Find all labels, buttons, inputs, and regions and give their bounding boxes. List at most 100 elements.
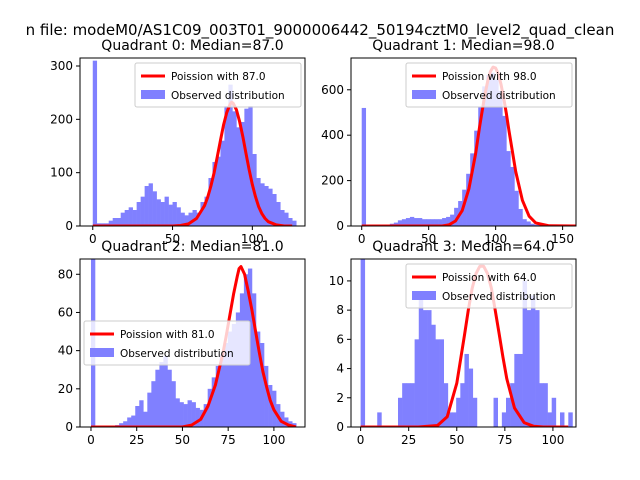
hist-bar — [426, 219, 431, 226]
hist-bar — [179, 402, 184, 427]
hist-bar — [240, 122, 245, 226]
hist-bar — [116, 218, 121, 226]
hist-bar — [204, 196, 209, 226]
hist-bar — [132, 210, 137, 226]
figure-title: n file: modeM0/AS1C09_003T01_9000006442_… — [26, 21, 615, 40]
hist-bar — [272, 194, 277, 226]
quadrant-0-chart: 0 50 100 0 100 200 300 Quadrant 0: Median=87.0 P… — [50, 38, 306, 246]
poisson-curve — [91, 265, 297, 427]
y-tick-label: 4 — [336, 362, 344, 376]
y-tick-label: 200 — [321, 174, 344, 188]
hist-bar — [456, 397, 461, 427]
axes-frame — [350, 57, 577, 227]
hist-bar — [401, 219, 407, 226]
y-tick-label: 8 — [336, 303, 344, 317]
hist-bar — [526, 310, 532, 427]
hist-bar — [551, 397, 557, 427]
hist-bar — [447, 412, 453, 427]
hist-bar — [474, 130, 479, 226]
hist-bar — [452, 412, 457, 427]
hist-bar — [393, 222, 399, 226]
hist-bar — [159, 362, 164, 427]
hist-bar — [454, 207, 459, 226]
hist-bar — [522, 219, 527, 226]
y-tick-label: 80 — [58, 267, 73, 281]
hist-bar — [377, 412, 382, 427]
hist-bar — [413, 218, 419, 226]
legend: Poission with 87.0 Observed distribution — [134, 62, 302, 108]
hist-bar — [530, 295, 536, 427]
x-tick-label: 0 — [358, 232, 366, 246]
subplot-title: Quadrant 0: Median=87.0 — [101, 38, 283, 54]
hist-bar — [124, 210, 129, 226]
hist-bar — [212, 162, 217, 226]
hist-bar — [422, 310, 428, 427]
hist-bar — [478, 106, 483, 226]
hist-bar — [493, 397, 498, 427]
legend-hist-label: Observed distribution — [120, 348, 234, 360]
hist-bar — [155, 369, 160, 427]
hist-bar — [187, 400, 192, 427]
hist-bar — [446, 216, 451, 226]
x-tick-label: 75 — [221, 433, 236, 447]
hist-bar — [360, 259, 366, 427]
quadrant-2-chart: 0 25 50 75 100 0 20 40 60 80 Quadrant 2: Median=81… — [58, 239, 306, 447]
hist-bar — [168, 204, 173, 226]
hist-bar — [418, 295, 424, 427]
hist-bar — [147, 392, 152, 427]
hist-bar — [235, 312, 241, 427]
hist-bar — [195, 407, 200, 427]
hist-bar — [255, 331, 261, 427]
hist-bar — [494, 79, 499, 226]
hist-bar — [405, 218, 411, 226]
hist-bar — [160, 202, 165, 226]
hist-bar — [131, 415, 136, 427]
hist-bar — [144, 186, 149, 226]
legend-hist-swatch — [141, 90, 165, 99]
x-tick-label: 100 — [484, 232, 507, 246]
legend-hist-swatch — [412, 90, 436, 99]
hist-bar — [417, 218, 423, 226]
hist-bar — [568, 412, 573, 427]
hist-bar — [139, 400, 144, 427]
hist-bar — [196, 212, 201, 226]
hist-bar — [490, 72, 495, 226]
hist-bar — [482, 86, 487, 226]
y-tick-label: 100 — [50, 166, 73, 180]
hist-bar — [276, 202, 281, 226]
y-tick-label: 300 — [50, 59, 73, 73]
x-tick-label: 75 — [497, 433, 512, 447]
subplot-title: Quadrant 1: Median=98.0 — [372, 38, 554, 54]
legend-hist-label: Observed distribution — [442, 90, 556, 102]
hist-bar — [560, 412, 565, 427]
legend: Poission with 98.0 Observed distribution — [405, 62, 573, 108]
x-tick-label: 50 — [449, 433, 464, 447]
legend: Poission with 64.0 Observed distribution — [405, 263, 573, 309]
hist-bar — [518, 353, 523, 427]
hist-bar — [410, 383, 415, 427]
legend-curve-label: Poission with 81.0 — [120, 329, 215, 341]
hist-bar — [151, 381, 156, 427]
hist-bar — [514, 353, 519, 427]
hist-bar — [260, 343, 265, 427]
hist-bar — [406, 383, 411, 427]
hist-bar — [171, 381, 176, 427]
hist-bar — [498, 90, 503, 226]
hist-bar — [184, 215, 189, 226]
hist-bar — [547, 412, 552, 427]
hist-bar — [224, 106, 229, 226]
y-tick-label: 40 — [58, 344, 73, 358]
hist-bar — [472, 397, 478, 427]
x-tick-label: 0 — [87, 433, 95, 447]
hist-bar — [486, 75, 491, 226]
plot-area — [360, 259, 573, 427]
y-tick-label: 0 — [336, 219, 344, 233]
hist-bar — [227, 331, 233, 427]
hist-bar — [248, 106, 253, 226]
hist-bar — [543, 383, 548, 427]
hist-bar — [112, 218, 118, 226]
hist-bar — [207, 388, 213, 427]
hist-bar — [232, 111, 237, 226]
hist-bar — [264, 186, 269, 226]
